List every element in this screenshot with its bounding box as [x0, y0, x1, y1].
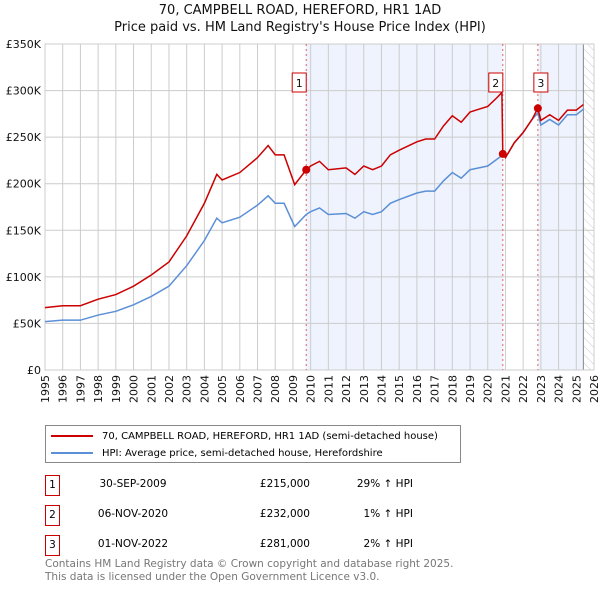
sale-hpi-diff: 29% ↑ HPI: [356, 478, 413, 490]
x-tick-label: 2008: [269, 375, 282, 403]
x-tick-label: 2012: [340, 375, 353, 403]
x-tick-label: 1995: [39, 375, 52, 403]
sale-badge: 1: [45, 475, 60, 496]
x-tick-label: 2018: [446, 375, 459, 403]
sale-label-box: [488, 72, 504, 93]
chart-subtitle: Price paid vs. HM Land Registry's House …: [114, 20, 486, 35]
sale-price: £281,000: [259, 538, 310, 550]
plot-border: [44, 43, 595, 371]
x-tick-label: 2024: [553, 375, 566, 403]
x-tick-label: 2014: [375, 375, 388, 403]
sale-label: 1: [296, 77, 303, 90]
y-tick-label: £200K: [6, 178, 42, 191]
footer: Contains HM Land Registry data © Crown c…: [45, 558, 453, 584]
x-tick-label: 2001: [145, 375, 158, 403]
x-tick-label: 2013: [358, 375, 371, 403]
sale-row: 3 01-NOV-2022 £281,000 2% ↑ HPI: [45, 535, 465, 556]
shaded-range: [306, 44, 503, 370]
x-tick-label: 2002: [163, 375, 176, 403]
legend-swatch-blue: [51, 452, 93, 454]
x-tick-label: 2000: [128, 375, 141, 403]
x-tick-label: 2004: [198, 375, 211, 403]
x-tick-label: 2019: [464, 375, 477, 403]
x-tick-label: 1997: [74, 375, 87, 403]
y-tick-label: £50K: [13, 317, 42, 330]
series-line-property: [44, 90, 584, 309]
y-tick-label: £300K: [6, 85, 42, 98]
sale-row: 1 30-SEP-2009 £215,000 29% ↑ HPI: [45, 475, 465, 496]
x-tick-label: 2009: [287, 375, 300, 403]
sale-hpi-diff: 2% ↑ HPI: [363, 538, 413, 550]
sale-date: 06-NOV-2020: [97, 508, 169, 520]
x-tick-label: 2022: [517, 375, 530, 403]
sale-label: 2: [492, 77, 499, 90]
x-tick-label: 2023: [535, 375, 548, 403]
y-tick-label: £350K: [6, 38, 42, 51]
plot-area: £0 £50K £100K £150K £200K £250K £300K £350K 1995…: [6, 38, 600, 403]
x-tick-label: 2020: [482, 375, 495, 403]
x-tick-label: 2017: [429, 375, 442, 403]
x-tick-label: 1998: [92, 375, 105, 403]
chart-title: 70, CAMPBELL ROAD, HEREFORD, HR1 1AD: [158, 3, 442, 18]
sale-row: 2 06-NOV-2020 £232,000 1% ↑ HPI: [45, 505, 465, 526]
sale-badge: 3: [45, 535, 60, 556]
x-tick-label: 1996: [57, 375, 70, 403]
sale-hpi-diff: 1% ↑ HPI: [363, 508, 413, 520]
x-tick-label: 2005: [216, 375, 229, 403]
sale-badge: 2: [45, 505, 60, 526]
shaded-range: [537, 44, 584, 370]
legend: 70, CAMPBELL ROAD, HEREFORD, HR1 1AD (se…: [45, 425, 461, 463]
y-tick-label: £250K: [6, 131, 42, 144]
legend-label: 70, CAMPBELL ROAD, HEREFORD, HR1 1AD (se…: [102, 430, 438, 442]
legend-item-hpi: HPI: Average price, semi-detached house,…: [46, 445, 383, 461]
x-tick-label: 2026: [588, 375, 600, 403]
projection-hatch: [583, 44, 594, 370]
sale-date: 30-SEP-2009: [99, 478, 167, 490]
sale-label-box: [533, 72, 549, 93]
x-tick-label: 2006: [234, 375, 247, 403]
sale-point: [498, 149, 507, 158]
y-tick-label: £0: [27, 364, 41, 377]
x-tick-label: 2016: [411, 375, 424, 403]
x-tick-label: 2015: [393, 375, 406, 403]
sale-price: £232,000: [259, 508, 310, 520]
sale-point: [302, 165, 311, 174]
sale-point: [533, 104, 542, 113]
x-tick-label: 2021: [499, 375, 512, 403]
x-tick-label: 2010: [305, 375, 318, 403]
sale-price: £215,000: [259, 478, 310, 490]
legend-label: HPI: Average price, semi-detached house,…: [102, 447, 383, 459]
x-tick-label: 2003: [181, 375, 194, 403]
y-tick-label: £150K: [6, 224, 42, 237]
footer-line-2: This data is licensed under the Open Gov…: [45, 571, 380, 583]
x-tick-label: 1999: [110, 375, 123, 403]
x-tick-label: 2025: [570, 375, 583, 403]
y-tick-label: £100K: [6, 271, 42, 284]
sale-date: 01-NOV-2022: [97, 538, 169, 550]
sale-label-box: [291, 72, 307, 93]
footer-line-1: Contains HM Land Registry data © Crown c…: [45, 558, 454, 570]
legend-item-property: 70, CAMPBELL ROAD, HEREFORD, HR1 1AD (se…: [46, 428, 438, 444]
sale-label: 3: [537, 77, 544, 90]
x-tick-label: 2011: [322, 375, 335, 403]
x-tick-label: 2007: [252, 375, 265, 403]
legend-swatch-red: [51, 435, 93, 437]
